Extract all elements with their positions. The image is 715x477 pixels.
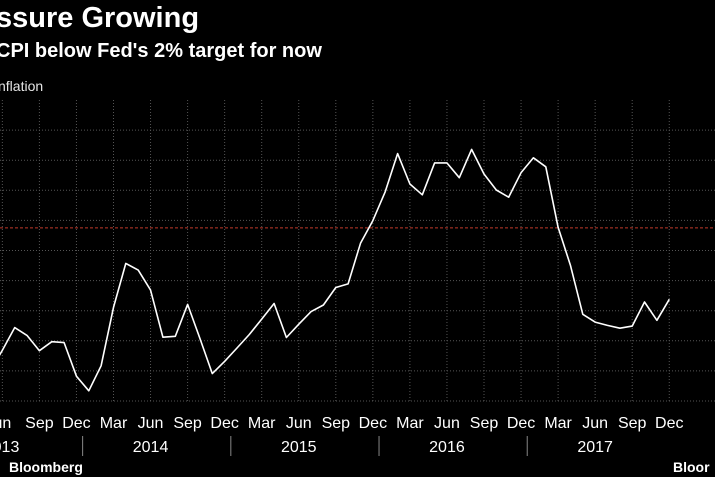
y-axis-label: nflation <box>0 78 44 94</box>
x-tick-label: Dec <box>62 415 90 432</box>
x-tick-label: Jun <box>582 415 608 432</box>
x-tick-label: Dec <box>655 415 683 432</box>
x-year-label: 2017 <box>577 439 613 456</box>
source-label: Bloomberg <box>9 459 83 475</box>
source-label-right: Bloor <box>673 459 710 475</box>
x-tick-label: Dec <box>359 415 387 432</box>
x-tick-label: un <box>0 415 11 432</box>
x-year-label: 2016 <box>429 439 465 456</box>
x-tick-label: Dec <box>507 415 535 432</box>
x-year-label: 2014 <box>133 439 169 456</box>
x-tick-label: Sep <box>173 415 202 432</box>
x-tick-label: Jun <box>434 415 460 432</box>
x-tick-label: Mar <box>248 415 276 432</box>
x-tick-label: Jun <box>138 415 164 432</box>
x-tick-label: Sep <box>470 415 499 432</box>
x-tick-label: Mar <box>100 415 128 432</box>
x-tick-label: Dec <box>210 415 238 432</box>
x-tick-label: Sep <box>618 415 647 432</box>
chart-subtitle: CPI below Fed's 2% target for now <box>0 40 322 62</box>
x-year-label: 2015 <box>281 439 317 456</box>
x-tick-label: Sep <box>322 415 351 432</box>
x-tick-label: Mar <box>544 415 572 432</box>
chart-title: ssure Growing <box>0 2 200 34</box>
x-tick-label: Sep <box>25 415 54 432</box>
x-year-label: 013 <box>0 439 19 456</box>
x-tick-label: Mar <box>396 415 424 432</box>
inflation-series-line <box>0 148 670 392</box>
x-tick-label: Jun <box>286 415 312 432</box>
